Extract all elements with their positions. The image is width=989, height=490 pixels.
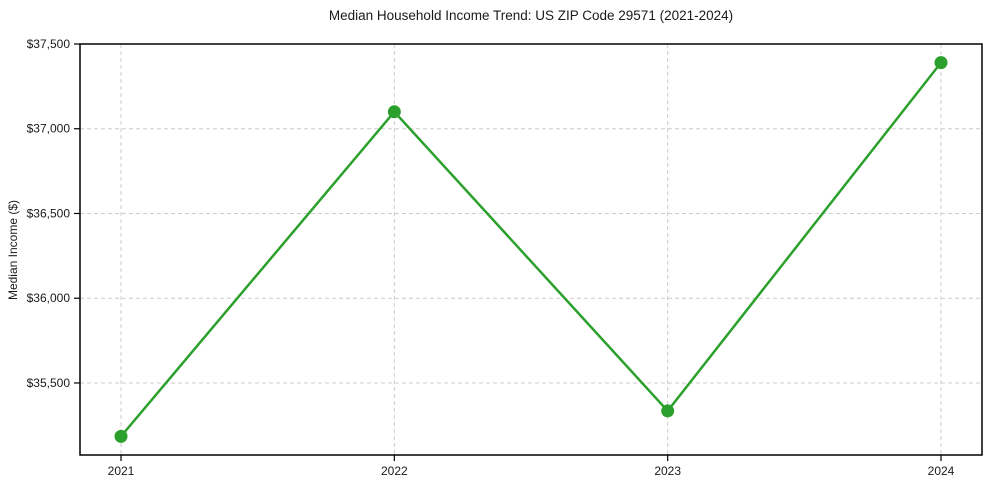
x-tick-label: 2021	[108, 464, 135, 478]
plot-frame	[79, 43, 983, 456]
data-point-marker	[934, 56, 948, 70]
x-tick-label: 2023	[654, 464, 681, 478]
chart-title: Median Household Income Trend: US ZIP Co…	[328, 8, 734, 23]
x-tick-label: 2024	[928, 464, 955, 478]
data-point-marker	[114, 429, 128, 443]
data-point-marker	[387, 105, 401, 119]
x-tick-label: 2022	[381, 464, 408, 478]
y-tick-label: $37,000	[27, 122, 71, 136]
y-tick-label: $36,500	[27, 206, 71, 220]
data-point-marker	[661, 404, 675, 418]
y-tick-label: $36,000	[27, 291, 71, 305]
y-tick-label: $37,500	[27, 37, 71, 51]
y-tick-label: $35,500	[27, 376, 71, 390]
trend-line	[119, 61, 943, 438]
